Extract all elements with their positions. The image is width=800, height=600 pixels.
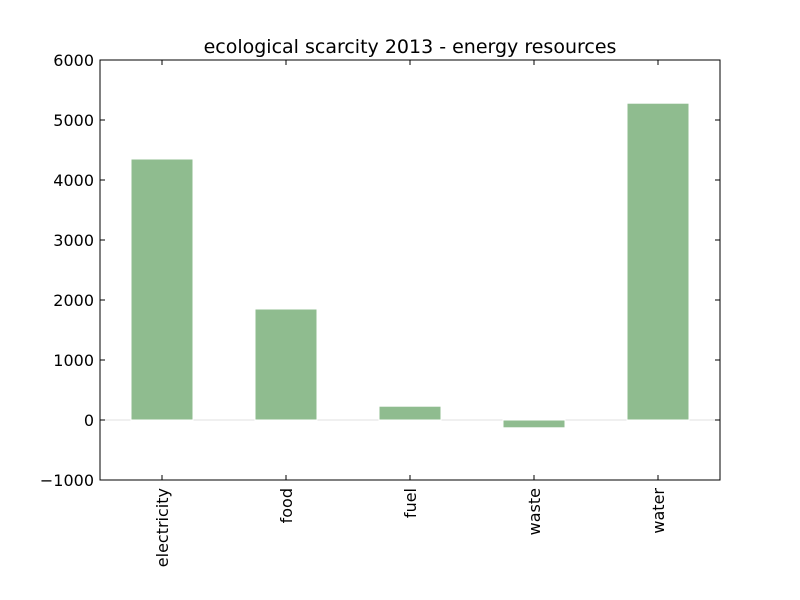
axes-frame: [99, 59, 721, 481]
bars-group: [130, 102, 690, 429]
bar-water: [626, 102, 690, 421]
y-tick-label: 4000: [53, 171, 94, 190]
x-tick-label: waste: [525, 488, 544, 535]
x-tick-label: water: [649, 488, 668, 534]
ticks-group: [99, 59, 721, 481]
x-tick-label: food: [277, 488, 296, 523]
y-tick-label: 0: [84, 411, 94, 430]
bar-electricity: [130, 158, 194, 421]
tick-labels-group: electricity food fuel waste water −1000 0 1000 2…: [40, 51, 668, 567]
bar-fuel: [378, 405, 442, 421]
x-tick-label: fuel: [401, 488, 420, 518]
y-tick-label: 3000: [53, 231, 94, 250]
y-tick-label: 5000: [53, 111, 94, 130]
bar-food: [254, 308, 318, 421]
y-tick-label: 2000: [53, 291, 94, 310]
x-tick-label: electricity: [153, 488, 172, 567]
y-tick-label: −1000: [40, 471, 94, 490]
chart-title: ecological scarcity 2013 - energy resour…: [204, 36, 617, 58]
bar-waste: [502, 419, 566, 429]
y-tick-label: 6000: [53, 51, 94, 70]
y-tick-label: 1000: [53, 351, 94, 370]
